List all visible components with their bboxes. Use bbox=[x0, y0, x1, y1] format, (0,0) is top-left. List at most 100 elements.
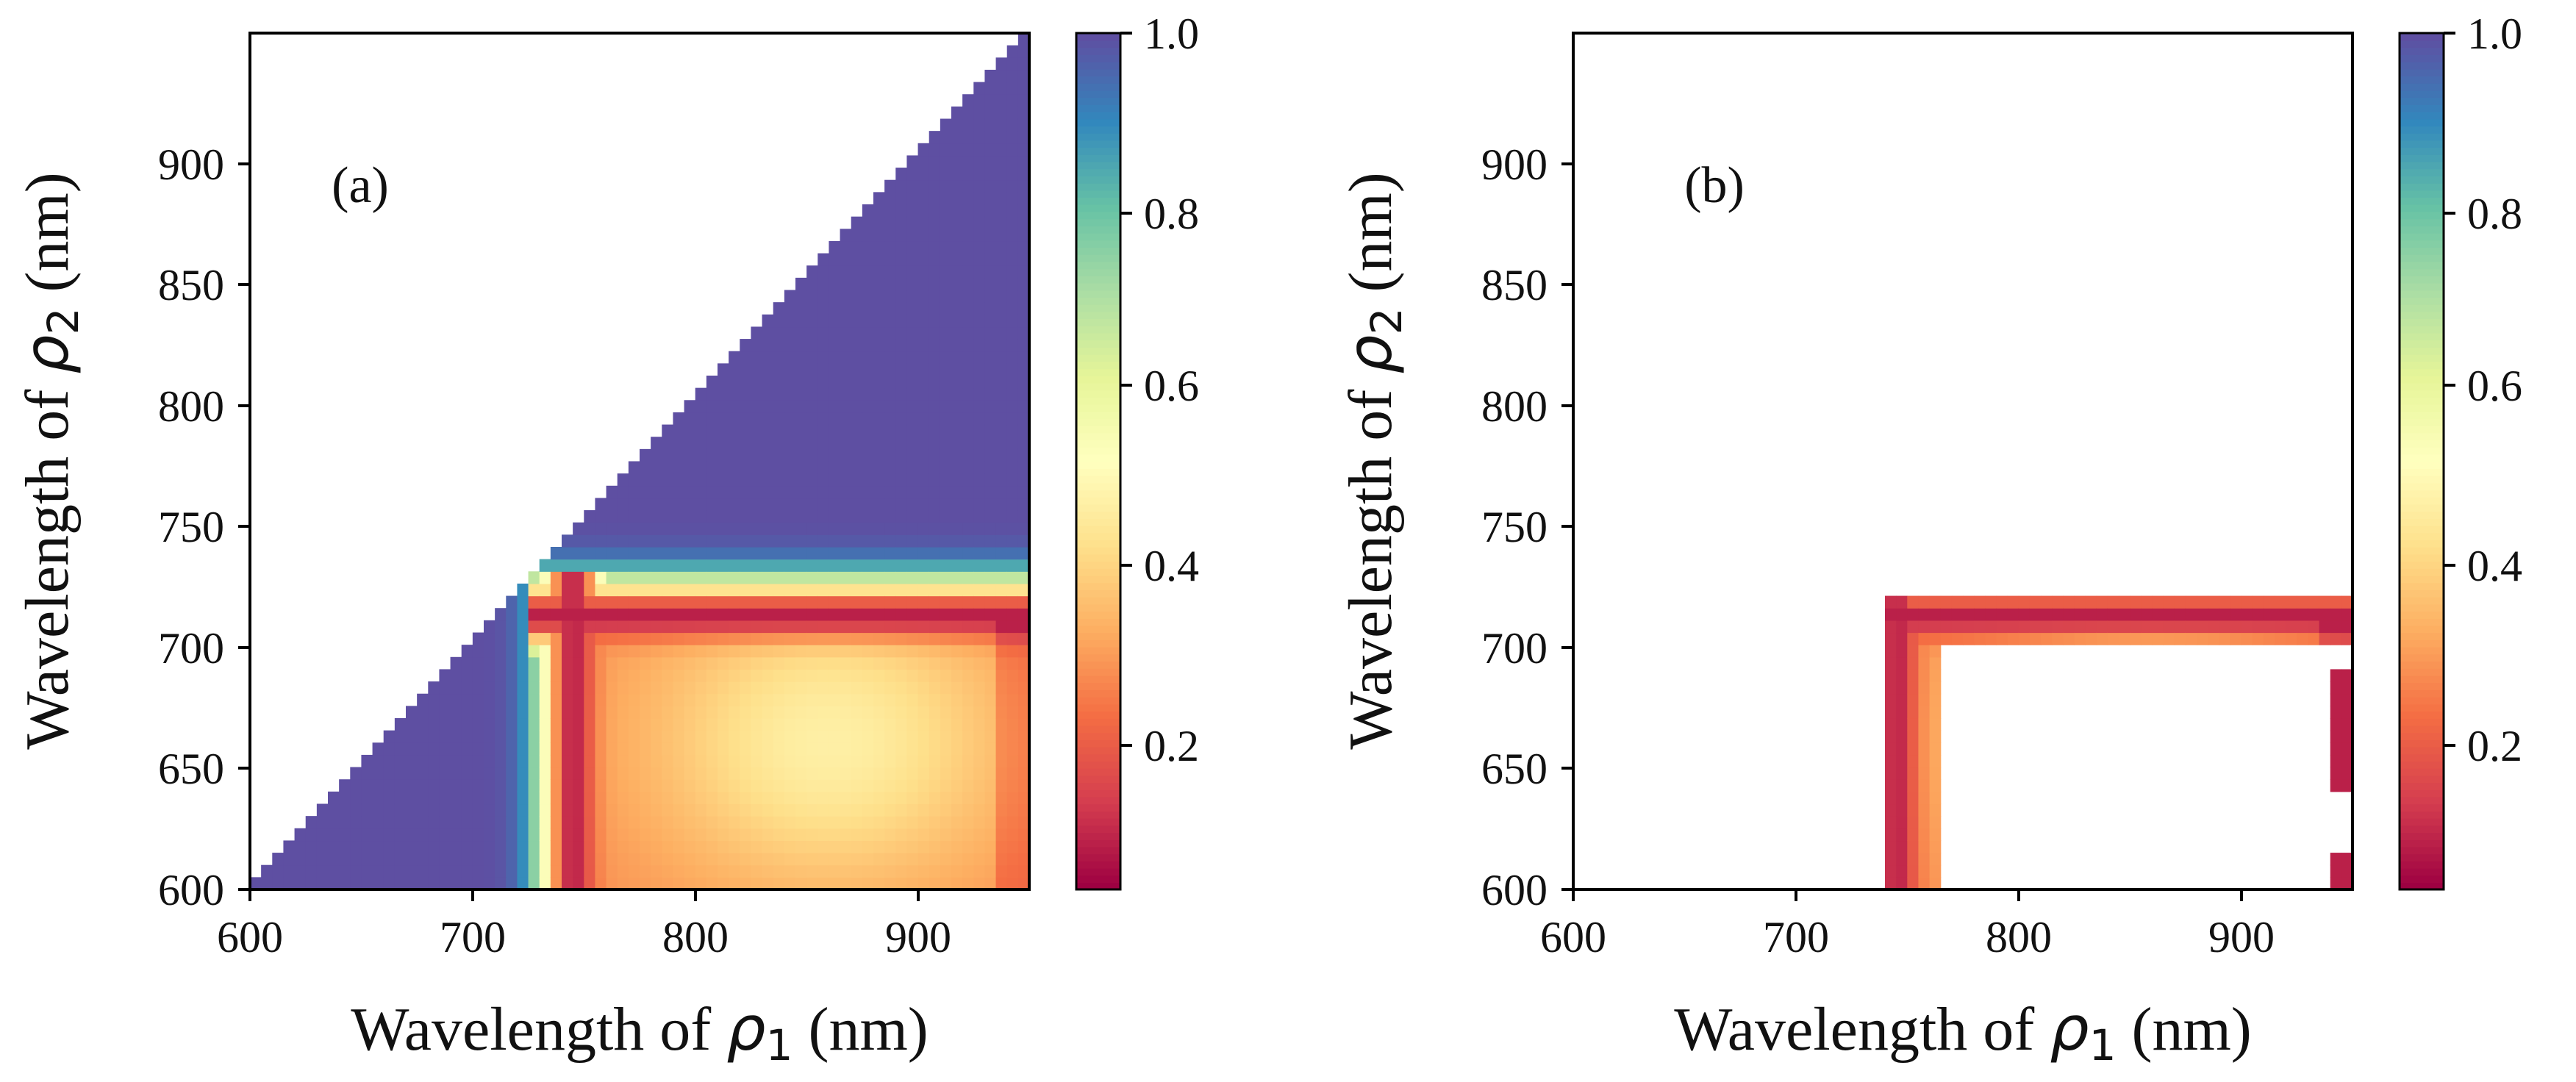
heatmap-cell bbox=[472, 693, 484, 706]
heatmap-cell bbox=[2041, 608, 2053, 621]
heatmap-cell bbox=[784, 559, 796, 572]
heatmap-cell bbox=[951, 669, 963, 682]
heatmap-cell bbox=[829, 645, 841, 658]
heatmap-cell bbox=[973, 424, 986, 437]
heatmap-cell bbox=[829, 461, 841, 474]
heatmap-cell bbox=[862, 351, 874, 364]
colorbar-swatch bbox=[1076, 675, 1120, 684]
heatmap-cell bbox=[528, 669, 540, 682]
heatmap-cell bbox=[984, 437, 997, 450]
heatmap-cell bbox=[2174, 608, 2186, 621]
heatmap-cell bbox=[517, 791, 529, 805]
heatmap-cell bbox=[951, 485, 963, 499]
heatmap-cell bbox=[617, 669, 629, 682]
heatmap-cell bbox=[751, 706, 763, 719]
heatmap-cell bbox=[640, 718, 651, 731]
heatmap-cell bbox=[495, 706, 507, 719]
heatmap-cell bbox=[895, 498, 908, 511]
heatmap-cell bbox=[884, 498, 896, 511]
heatmap-cell bbox=[718, 400, 729, 413]
heatmap-cell bbox=[1017, 33, 1030, 46]
heatmap-cell bbox=[984, 204, 997, 218]
heatmap-cell bbox=[751, 608, 763, 621]
heatmap-cell bbox=[1006, 57, 1019, 71]
heatmap-cell bbox=[873, 779, 885, 792]
heatmap-cell bbox=[506, 853, 518, 866]
heatmap-cell bbox=[873, 559, 885, 572]
heatmap-cell bbox=[517, 632, 529, 645]
heatmap-cell bbox=[617, 498, 629, 511]
heatmap-cell bbox=[806, 877, 818, 890]
heatmap-cell bbox=[884, 730, 896, 743]
heatmap-cell bbox=[784, 779, 796, 792]
heatmap-cell bbox=[528, 791, 540, 805]
heatmap-cell bbox=[316, 828, 329, 842]
heatmap-cell bbox=[840, 742, 852, 756]
heatmap-cell bbox=[917, 339, 930, 352]
heatmap-cell bbox=[995, 681, 1008, 695]
heatmap-cell bbox=[951, 754, 963, 768]
heatmap-cell bbox=[595, 840, 607, 853]
heatmap-cell bbox=[628, 742, 640, 756]
heatmap-cell bbox=[2063, 595, 2075, 609]
heatmap-cell bbox=[1017, 853, 1030, 866]
heatmap-cell bbox=[595, 730, 607, 743]
heatmap-cell bbox=[428, 779, 440, 792]
heatmap-cell bbox=[1918, 608, 1931, 621]
heatmap-cell bbox=[895, 877, 908, 890]
heatmap-cell bbox=[450, 840, 462, 853]
heatmap-cell bbox=[962, 204, 974, 218]
heatmap-cell bbox=[1907, 608, 1920, 621]
heatmap-cell bbox=[906, 583, 919, 597]
heatmap-cell bbox=[795, 510, 807, 523]
heatmap-cell bbox=[851, 767, 863, 780]
heatmap-cell bbox=[862, 632, 874, 645]
heatmap-cell bbox=[428, 718, 440, 731]
heatmap-cell bbox=[361, 840, 373, 853]
heatmap-cell bbox=[2330, 608, 2342, 621]
heatmap-cell bbox=[762, 656, 774, 670]
x-axis-label-b: Wavelength of ρ1 (nm) bbox=[1674, 992, 2252, 1070]
heatmap-cell bbox=[895, 339, 908, 352]
heatmap-cell bbox=[562, 547, 573, 560]
heatmap-cell bbox=[862, 595, 874, 609]
heatmap-cell bbox=[984, 461, 997, 474]
heatmap-cell bbox=[995, 853, 1008, 866]
heatmap-cell bbox=[1918, 853, 1931, 866]
heatmap-cell bbox=[862, 339, 874, 352]
heatmap-cell bbox=[840, 534, 852, 548]
heatmap-cell bbox=[562, 754, 573, 768]
heatmap-cell bbox=[995, 595, 1008, 609]
heatmap-cell bbox=[840, 779, 852, 792]
heatmap-cell bbox=[806, 498, 818, 511]
heatmap-cell bbox=[294, 853, 307, 866]
heatmap-cell bbox=[1006, 155, 1019, 168]
heatmap-cell bbox=[973, 534, 986, 548]
heatmap-cell bbox=[873, 681, 885, 695]
heatmap-cell bbox=[450, 803, 462, 817]
heatmap-cell bbox=[718, 534, 729, 548]
heatmap-cell bbox=[372, 779, 384, 792]
colorbar-swatch bbox=[2400, 297, 2444, 305]
heatmap-cell bbox=[929, 840, 941, 853]
heatmap-cell bbox=[662, 853, 674, 866]
heatmap-cell bbox=[740, 583, 752, 597]
colorbar-swatch bbox=[1076, 61, 1120, 70]
heatmap-cell bbox=[2130, 620, 2142, 634]
heatmap-cell bbox=[951, 803, 963, 817]
heatmap-cell bbox=[984, 583, 997, 597]
colorbar-swatch bbox=[2400, 247, 2444, 255]
heatmap-cell bbox=[773, 534, 785, 548]
heatmap-cell bbox=[316, 864, 329, 878]
heatmap-cell bbox=[573, 595, 584, 609]
colorbar-swatch bbox=[2400, 390, 2444, 398]
colorbar-swatch bbox=[1076, 817, 1120, 826]
heatmap-cell bbox=[729, 437, 740, 450]
heatmap-cell bbox=[973, 669, 986, 682]
colorbar-swatch bbox=[2400, 432, 2444, 441]
heatmap-cell bbox=[550, 816, 562, 829]
colorbar-swatch bbox=[1076, 696, 1120, 705]
heatmap-cell bbox=[762, 461, 774, 474]
heatmap-cell bbox=[562, 656, 573, 670]
heatmap-cell bbox=[995, 339, 1008, 352]
